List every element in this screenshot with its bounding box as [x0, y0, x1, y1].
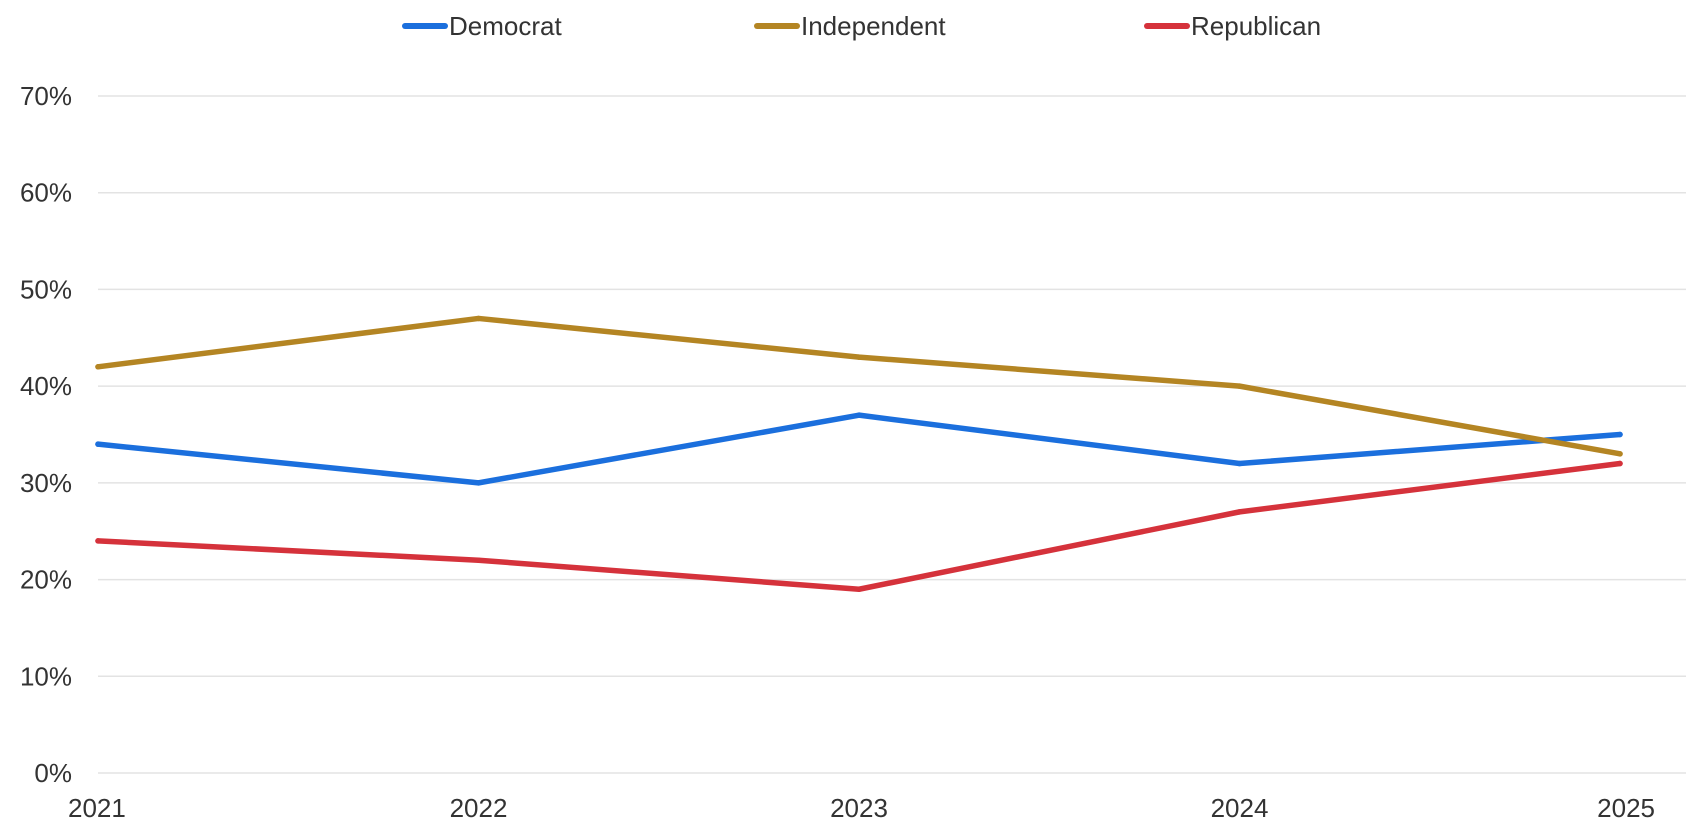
data-point-democrat — [1236, 460, 1243, 467]
y-tick-label: 50% — [20, 274, 72, 304]
data-point-republican — [1236, 509, 1243, 515]
data-point-democrat — [475, 480, 482, 486]
y-tick-label: 20% — [20, 565, 72, 595]
data-point-independent — [856, 354, 862, 360]
y-tick-label: 0% — [34, 758, 72, 788]
data-point-independent — [1236, 383, 1243, 389]
legend-label: Republican — [1191, 11, 1321, 41]
legend-item-republican: Republican — [1144, 11, 1321, 41]
series-lines — [95, 315, 1623, 592]
legend: Democrat Independent Republican — [402, 11, 1321, 41]
x-axis-ticks: 2021 2022 2023 2024 2025 — [68, 793, 1655, 823]
data-point-republican — [1617, 460, 1623, 467]
y-tick-label: 30% — [20, 468, 72, 498]
data-point-independent — [475, 315, 482, 322]
x-tick-label: 2023 — [830, 793, 888, 823]
data-point-democrat — [95, 441, 101, 447]
legend-item-independent: Independent — [754, 11, 946, 41]
x-tick-label: 2024 — [1211, 793, 1269, 823]
series-line-democrat — [95, 412, 1623, 486]
y-tick-label: 10% — [20, 661, 72, 691]
y-tick-label: 60% — [20, 178, 72, 208]
legend-label: Democrat — [449, 11, 562, 41]
gridlines — [98, 95, 1686, 774]
data-point-independent — [95, 364, 101, 370]
data-point-democrat — [856, 412, 862, 418]
data-point-republican — [95, 538, 101, 544]
data-point-republican — [475, 557, 482, 563]
x-tick-label: 2022 — [450, 793, 508, 823]
data-point-republican — [856, 586, 862, 592]
x-tick-label: 2021 — [68, 793, 126, 823]
y-tick-label: 70% — [20, 81, 72, 111]
y-tick-label: 40% — [20, 371, 72, 401]
x-tick-label: 2025 — [1597, 793, 1655, 823]
data-point-independent — [1617, 451, 1623, 457]
data-point-democrat — [1617, 431, 1623, 438]
legend-item-democrat: Democrat — [402, 11, 562, 41]
legend-label: Independent — [801, 11, 946, 41]
y-axis-ticks: 0% 10% 20% 30% 40% 50% 60% 70% — [20, 81, 72, 788]
